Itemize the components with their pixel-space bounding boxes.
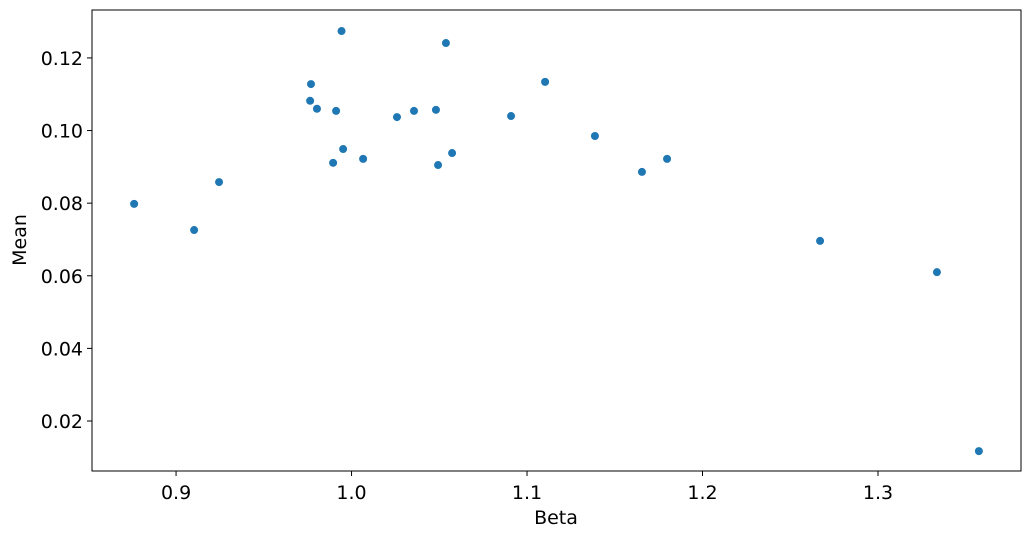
- point: [590, 131, 599, 140]
- point: [215, 178, 224, 187]
- point: [507, 112, 516, 121]
- point: [541, 77, 550, 86]
- point: [816, 236, 825, 245]
- point: [392, 113, 401, 122]
- point: [448, 149, 457, 158]
- point: [312, 104, 321, 113]
- point: [329, 158, 338, 167]
- point: [637, 167, 646, 176]
- y-tick-label: 0.02: [41, 411, 83, 433]
- point: [359, 154, 368, 163]
- point: [190, 226, 199, 235]
- point: [441, 39, 450, 48]
- point: [307, 80, 316, 89]
- point: [306, 96, 315, 105]
- plot-frame: [91, 9, 1022, 472]
- point: [339, 145, 348, 154]
- y-tick-label: 0.08: [41, 193, 83, 215]
- point: [410, 106, 419, 115]
- y-tick-label: 0.04: [41, 338, 83, 360]
- y-tick-label: 0.10: [41, 121, 83, 143]
- x-tick-label: 1.3: [863, 482, 893, 504]
- x-tick-label: 0.9: [161, 482, 191, 504]
- x-axis-label: Beta: [534, 507, 578, 529]
- x-tick-label: 1.2: [687, 482, 717, 504]
- point: [332, 106, 341, 115]
- point: [974, 447, 983, 456]
- point: [434, 161, 443, 170]
- y-tick-label: 0.06: [41, 266, 83, 288]
- point: [431, 105, 440, 114]
- y-axis-label: Mean: [9, 214, 31, 266]
- point: [337, 27, 346, 36]
- x-tick-label: 1.0: [336, 482, 366, 504]
- point: [130, 199, 139, 208]
- y-tick-label: 0.12: [41, 48, 83, 70]
- point: [932, 268, 941, 277]
- point: [663, 154, 672, 163]
- x-tick-label: 1.1: [512, 482, 542, 504]
